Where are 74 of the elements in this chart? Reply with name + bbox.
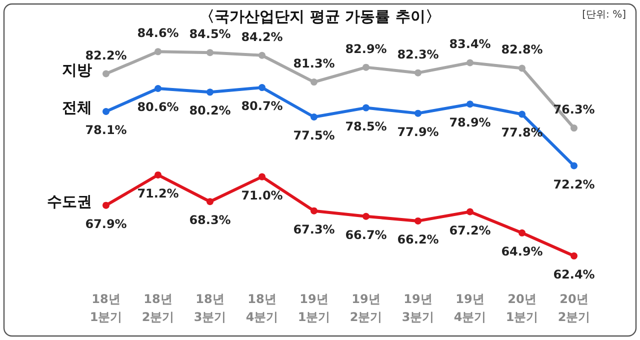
point [466,100,474,108]
chart-title: 〈국가산업단지 평균 가동률 추이〉 [200,8,440,26]
data-label: 68.3% [189,213,231,228]
series-label: 수도권 [47,192,92,210]
point [310,207,318,214]
data-label: 71.2% [137,186,179,200]
point [570,162,578,170]
data-label: 67.9% [85,216,127,231]
x-tick-label: 20년 1분기 [506,292,538,324]
point [206,49,214,56]
data-label: 76.3% [553,102,595,117]
point [570,252,578,260]
data-label: 71.0% [241,188,283,202]
data-label: 62.4% [553,267,595,282]
point [154,84,162,92]
data-label: 77.9% [397,124,439,139]
point [154,171,162,178]
text: [단위: %] [582,10,626,20]
series-label: 지방 [62,60,92,79]
data-label: 80.7% [241,99,283,114]
data-label: 82.2% [85,48,127,62]
point [518,110,526,118]
x-tick-label: 18년 1분기 [90,292,122,324]
x-tick-label: 19년 3분기 [402,292,434,324]
point [310,114,318,120]
data-label: 80.6% [137,100,179,114]
point [466,208,474,216]
x-tick-label: 18년 2분기 [142,292,174,324]
data-label: 83.4% [449,37,491,52]
data-label: 72.2% [553,177,595,192]
point [206,198,214,206]
x-tick-label: 18년 4분기 [246,292,278,324]
x-tick-label: 18년 3분기 [194,292,226,324]
data-label: 84.2% [241,30,283,44]
point [518,229,526,236]
point [258,84,266,92]
data-label: 82.8% [501,42,543,57]
point [258,173,266,180]
point [102,70,110,78]
point [414,110,422,117]
point [102,202,110,209]
series-label: 전체 [62,98,92,116]
x-tick-label: 19년 4분기 [454,292,486,324]
point [362,64,370,71]
point [206,88,214,96]
data-label: 67.2% [449,223,491,238]
data-label: 66.2% [397,232,439,246]
data-label: 66.7% [345,228,387,242]
data-label: 77.5% [293,128,335,142]
data-label: 78.5% [345,119,387,134]
data-label: 81.3% [293,56,335,71]
point [570,124,578,132]
point [414,217,422,224]
x-tick-label: 20년 2분기 [558,292,590,324]
point [154,48,162,56]
point [310,78,318,86]
point [362,212,370,220]
data-label: 78.9% [449,116,491,130]
data-label: 64.9% [501,244,543,258]
point [362,104,370,112]
point [518,64,526,72]
data-label: 82.3% [397,47,439,62]
data-label: 67.3% [293,222,335,236]
data-label: 84.6% [137,26,179,40]
x-tick-label: 19년 1분기 [298,292,330,324]
x-tick-label: 19년 2분기 [350,292,382,324]
point [466,59,474,66]
data-label: 82.9% [345,42,387,56]
point [258,52,266,59]
point [414,69,422,76]
point [102,108,110,115]
data-label: 84.5% [189,27,231,42]
data-label: 80.2% [189,104,231,118]
data-label: 78.1% [85,122,127,137]
